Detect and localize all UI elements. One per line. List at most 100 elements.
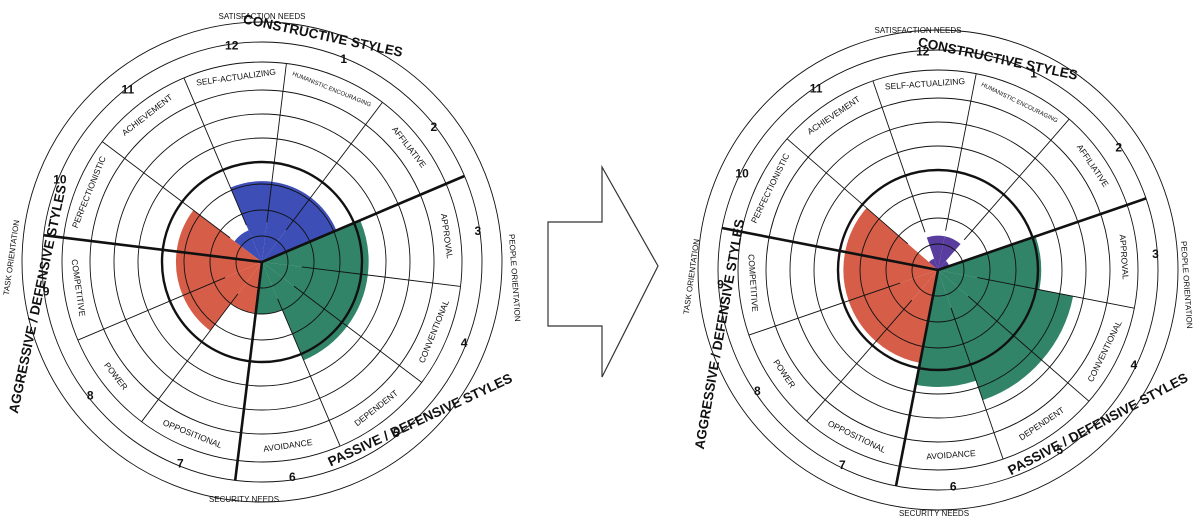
aggressive-defensive-label: AGGRESSIVE / DEFENSIVE STYLES xyxy=(6,183,69,414)
midline-ring xyxy=(836,168,1040,372)
circumplex-before: SELF-ACTUALIZING HUMANISTIC ENCOURAGINGAF… xyxy=(2,11,522,504)
style-label-2: AFFILIATIVE xyxy=(1075,142,1111,189)
cluster-divider xyxy=(894,269,940,487)
style-label-1: HUMANISTIC ENCOURAGING xyxy=(291,71,372,108)
aggressive-defensive-label: AGGRESSIVE / DEFENSIVE STYLES xyxy=(692,218,747,450)
profile-segment-3 xyxy=(262,220,369,275)
percentile-ring xyxy=(911,243,965,297)
security-needs-label: SECURITY NEEDS xyxy=(209,495,279,504)
segment-divider xyxy=(786,138,909,245)
profile-segment-1 xyxy=(262,181,311,262)
style-number-11: 11 xyxy=(121,82,134,96)
style-number-1: 1 xyxy=(1030,66,1037,80)
percentile-ring xyxy=(137,137,387,387)
segment-divider xyxy=(141,293,239,422)
right-arrow-shape xyxy=(547,164,659,378)
profile-segment-10 xyxy=(845,207,938,270)
satisfaction-needs-label: SATISFACTION NEEDS xyxy=(875,26,962,35)
spokes-after xyxy=(721,73,1147,487)
style-label-5: DEPENDENT xyxy=(352,388,399,428)
profile-segment-8 xyxy=(848,270,938,342)
percentile-ring xyxy=(183,183,341,341)
percentile-ring xyxy=(737,69,1139,471)
style-label-3: APPROVAL xyxy=(1118,234,1131,280)
style-number-9: 9 xyxy=(43,284,50,298)
people-orientation-label: PEOPLE ORIENTATION xyxy=(1179,241,1193,329)
rings-after xyxy=(697,29,1179,511)
style-label-10: PERFECTIONISTIC xyxy=(70,155,108,230)
profile-segment-4 xyxy=(938,270,1074,361)
percentile-ring xyxy=(813,145,1063,395)
percentile-ring xyxy=(235,235,289,289)
satisfaction-needs-label: SATISFACTION NEEDS xyxy=(219,12,306,21)
profile-segment-2 xyxy=(262,197,337,262)
style-number-7: 7 xyxy=(177,456,184,470)
segment-divider xyxy=(950,307,1004,460)
style-number-12: 12 xyxy=(225,38,239,52)
percentile-ring xyxy=(859,191,1017,349)
style-label-8: POWER xyxy=(771,357,797,389)
segment-divider xyxy=(293,285,422,383)
cluster-divider xyxy=(937,197,1147,272)
segment-divider xyxy=(977,277,1135,309)
segment-divider xyxy=(301,266,461,287)
percentile-ring xyxy=(789,121,1087,419)
midline-ring xyxy=(160,160,364,364)
percentile-ring xyxy=(209,209,315,315)
profile-segment-6 xyxy=(255,262,283,314)
segment-divider xyxy=(945,73,977,231)
profile-segment-5 xyxy=(262,262,348,361)
style-number-3: 3 xyxy=(475,224,482,238)
cluster-divider xyxy=(233,261,264,481)
style-label-4: CONVENTIONAL xyxy=(417,298,451,364)
style-label-11: ACHIEVEMENT xyxy=(805,94,862,137)
segment-divider xyxy=(77,277,226,341)
style-number-7: 7 xyxy=(839,458,846,472)
style-number-6: 6 xyxy=(289,470,296,484)
profile-segment-10 xyxy=(176,210,262,262)
percentile-ring xyxy=(89,89,435,435)
profile-segment-6 xyxy=(915,270,977,387)
segment-divider xyxy=(967,295,1090,402)
segment-divider xyxy=(277,298,341,447)
style-label-6: AVOIDANCE xyxy=(926,448,976,461)
segment-divider xyxy=(963,118,1070,241)
segment-divider xyxy=(183,77,247,226)
style-label-9: COMPETITIVE xyxy=(70,259,88,318)
style-number-5: 5 xyxy=(1057,443,1064,457)
style-number-9: 9 xyxy=(717,277,724,291)
style-label-7: OPPOSITIONAL xyxy=(826,418,888,455)
style-number-12: 12 xyxy=(916,45,930,59)
style-label-4: CONVENTIONAL xyxy=(1085,319,1124,384)
profile-segment-4 xyxy=(262,262,368,327)
style-number-11: 11 xyxy=(810,81,823,95)
style-number-6: 6 xyxy=(950,480,957,494)
segment-divider xyxy=(748,282,901,336)
people-orientation-label: PEOPLE ORIENTATION xyxy=(507,234,522,322)
segment-divider xyxy=(266,63,287,223)
style-label-9: COMPETITIVE xyxy=(746,254,760,313)
style-number-8: 8 xyxy=(754,384,761,398)
outer-band-ring xyxy=(717,49,1159,491)
task-orientation-label: TASK ORIENTATION xyxy=(2,219,22,296)
constructive-styles-label: CONSTRUCTIVE STYLES xyxy=(917,34,1079,83)
style-label-6: AVOIDANCE xyxy=(263,437,314,454)
style-number-10: 10 xyxy=(53,172,67,186)
cluster-divider xyxy=(721,226,939,272)
style-number-8: 8 xyxy=(87,388,94,402)
segment-divider xyxy=(806,299,913,422)
style-label-3: APPROVAL xyxy=(439,213,455,259)
style-label-12: SELF-ACTUALIZING xyxy=(885,76,966,92)
style-number-2: 2 xyxy=(430,120,437,134)
outer-band-ring xyxy=(697,29,1179,511)
profile-segment-9 xyxy=(843,251,938,301)
profile-segment-11 xyxy=(234,230,262,262)
percentile-ring xyxy=(765,97,1111,443)
profile-segment-5 xyxy=(938,270,1042,401)
circumplex-after: SELF-ACTUALIZING HUMANISTIC ENCOURAGINGAF… xyxy=(682,26,1193,518)
profile-segment-7 xyxy=(875,270,938,363)
style-number-5: 5 xyxy=(393,426,400,440)
